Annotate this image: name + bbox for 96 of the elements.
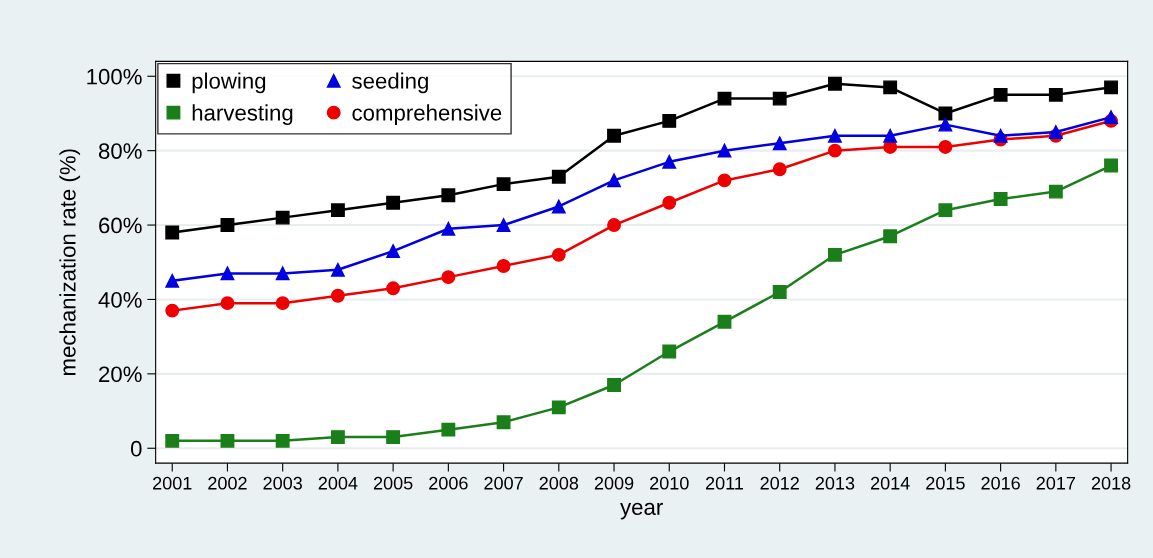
x-tick-label: 2008: [539, 476, 579, 490]
point: [827, 128, 842, 143]
point: [220, 296, 235, 311]
point: [938, 203, 953, 218]
point: [330, 203, 345, 218]
point: [165, 303, 180, 318]
point: [275, 433, 290, 448]
legend-label: plowing: [192, 72, 266, 94]
legend-label: harvesting: [192, 104, 293, 126]
x-tick-label: 2013: [815, 476, 855, 490]
point: [938, 106, 953, 121]
point: [496, 218, 511, 233]
y-tick-label: 60%: [99, 217, 142, 234]
x-tick-label: 2001: [153, 476, 192, 490]
point: [220, 266, 235, 281]
point: [717, 173, 732, 188]
x-tick-label: 2011: [705, 476, 744, 490]
point: [1048, 87, 1063, 102]
point: [441, 221, 456, 236]
point: [275, 266, 290, 281]
point: [938, 139, 953, 154]
point: [662, 154, 677, 169]
point: [330, 288, 345, 303]
point: [1048, 184, 1063, 199]
legend-label: comprehensive: [352, 104, 502, 126]
x-tick-label: 2012: [760, 476, 799, 490]
point: [275, 210, 290, 225]
x-tick-label: 2006: [429, 476, 468, 490]
point: [441, 422, 456, 437]
x-tick-label: 2018: [1091, 476, 1131, 490]
point: [772, 285, 787, 299]
x-axis-title: year: [620, 502, 663, 520]
point: [827, 143, 842, 158]
point: [662, 344, 677, 359]
point: [827, 76, 842, 91]
point: [662, 195, 677, 210]
point: [496, 259, 511, 273]
point: [607, 128, 621, 143]
x-tick-label: 2009: [594, 476, 634, 490]
x-tick-label: 2017: [1036, 476, 1076, 490]
point: [165, 433, 180, 448]
point: [717, 91, 732, 106]
y-tick-label: 80%: [98, 143, 142, 159]
point: [993, 87, 1008, 102]
point: [883, 128, 898, 143]
y-axis-title: mechanization rate (%): [59, 149, 81, 376]
point: [551, 169, 566, 184]
x-tick-label: 2010: [650, 476, 689, 490]
point: [386, 281, 401, 296]
point: [662, 113, 677, 128]
point: [330, 430, 345, 445]
point: [551, 199, 566, 214]
point: [441, 270, 456, 285]
point: [386, 244, 401, 259]
point: [717, 143, 732, 158]
point: [441, 188, 456, 203]
y-tick-label: 0: [130, 440, 142, 457]
point: [827, 247, 842, 262]
point: [165, 225, 180, 240]
x-tick-label: 2016: [981, 476, 1020, 490]
point: [496, 177, 511, 192]
y-tick-label: 40%: [98, 291, 142, 308]
y-tick-label: 20%: [99, 366, 142, 383]
x-tick-label: 2002: [208, 476, 247, 490]
x-tick-label: 2015: [926, 476, 965, 490]
x-tick-label: 2014: [870, 476, 910, 490]
point: [883, 229, 898, 244]
point: [607, 218, 621, 233]
point: [772, 162, 787, 177]
point: [1104, 80, 1119, 95]
point: [275, 296, 290, 311]
x-tick-label: 2005: [373, 476, 413, 490]
point: [938, 117, 953, 132]
point: [220, 433, 235, 448]
point: [551, 400, 566, 415]
x-tick-label: 2003: [263, 476, 302, 490]
legend-label: seeding: [352, 72, 428, 94]
point: [607, 173, 621, 188]
point: [993, 192, 1008, 206]
point: [496, 415, 511, 430]
point: [993, 128, 1008, 143]
point: [165, 273, 180, 288]
point: [220, 218, 235, 233]
point: [772, 136, 787, 151]
point: [772, 91, 787, 106]
point: [1104, 158, 1119, 173]
y-tick-label: 100%: [87, 68, 142, 85]
x-tick-label: 2004: [318, 476, 358, 490]
point: [386, 195, 401, 210]
point: [717, 314, 732, 329]
point: [386, 430, 401, 445]
point: [551, 247, 566, 262]
point: [883, 80, 898, 95]
point: [607, 378, 621, 392]
x-tick-label: 2007: [484, 476, 523, 490]
point: [330, 262, 345, 277]
